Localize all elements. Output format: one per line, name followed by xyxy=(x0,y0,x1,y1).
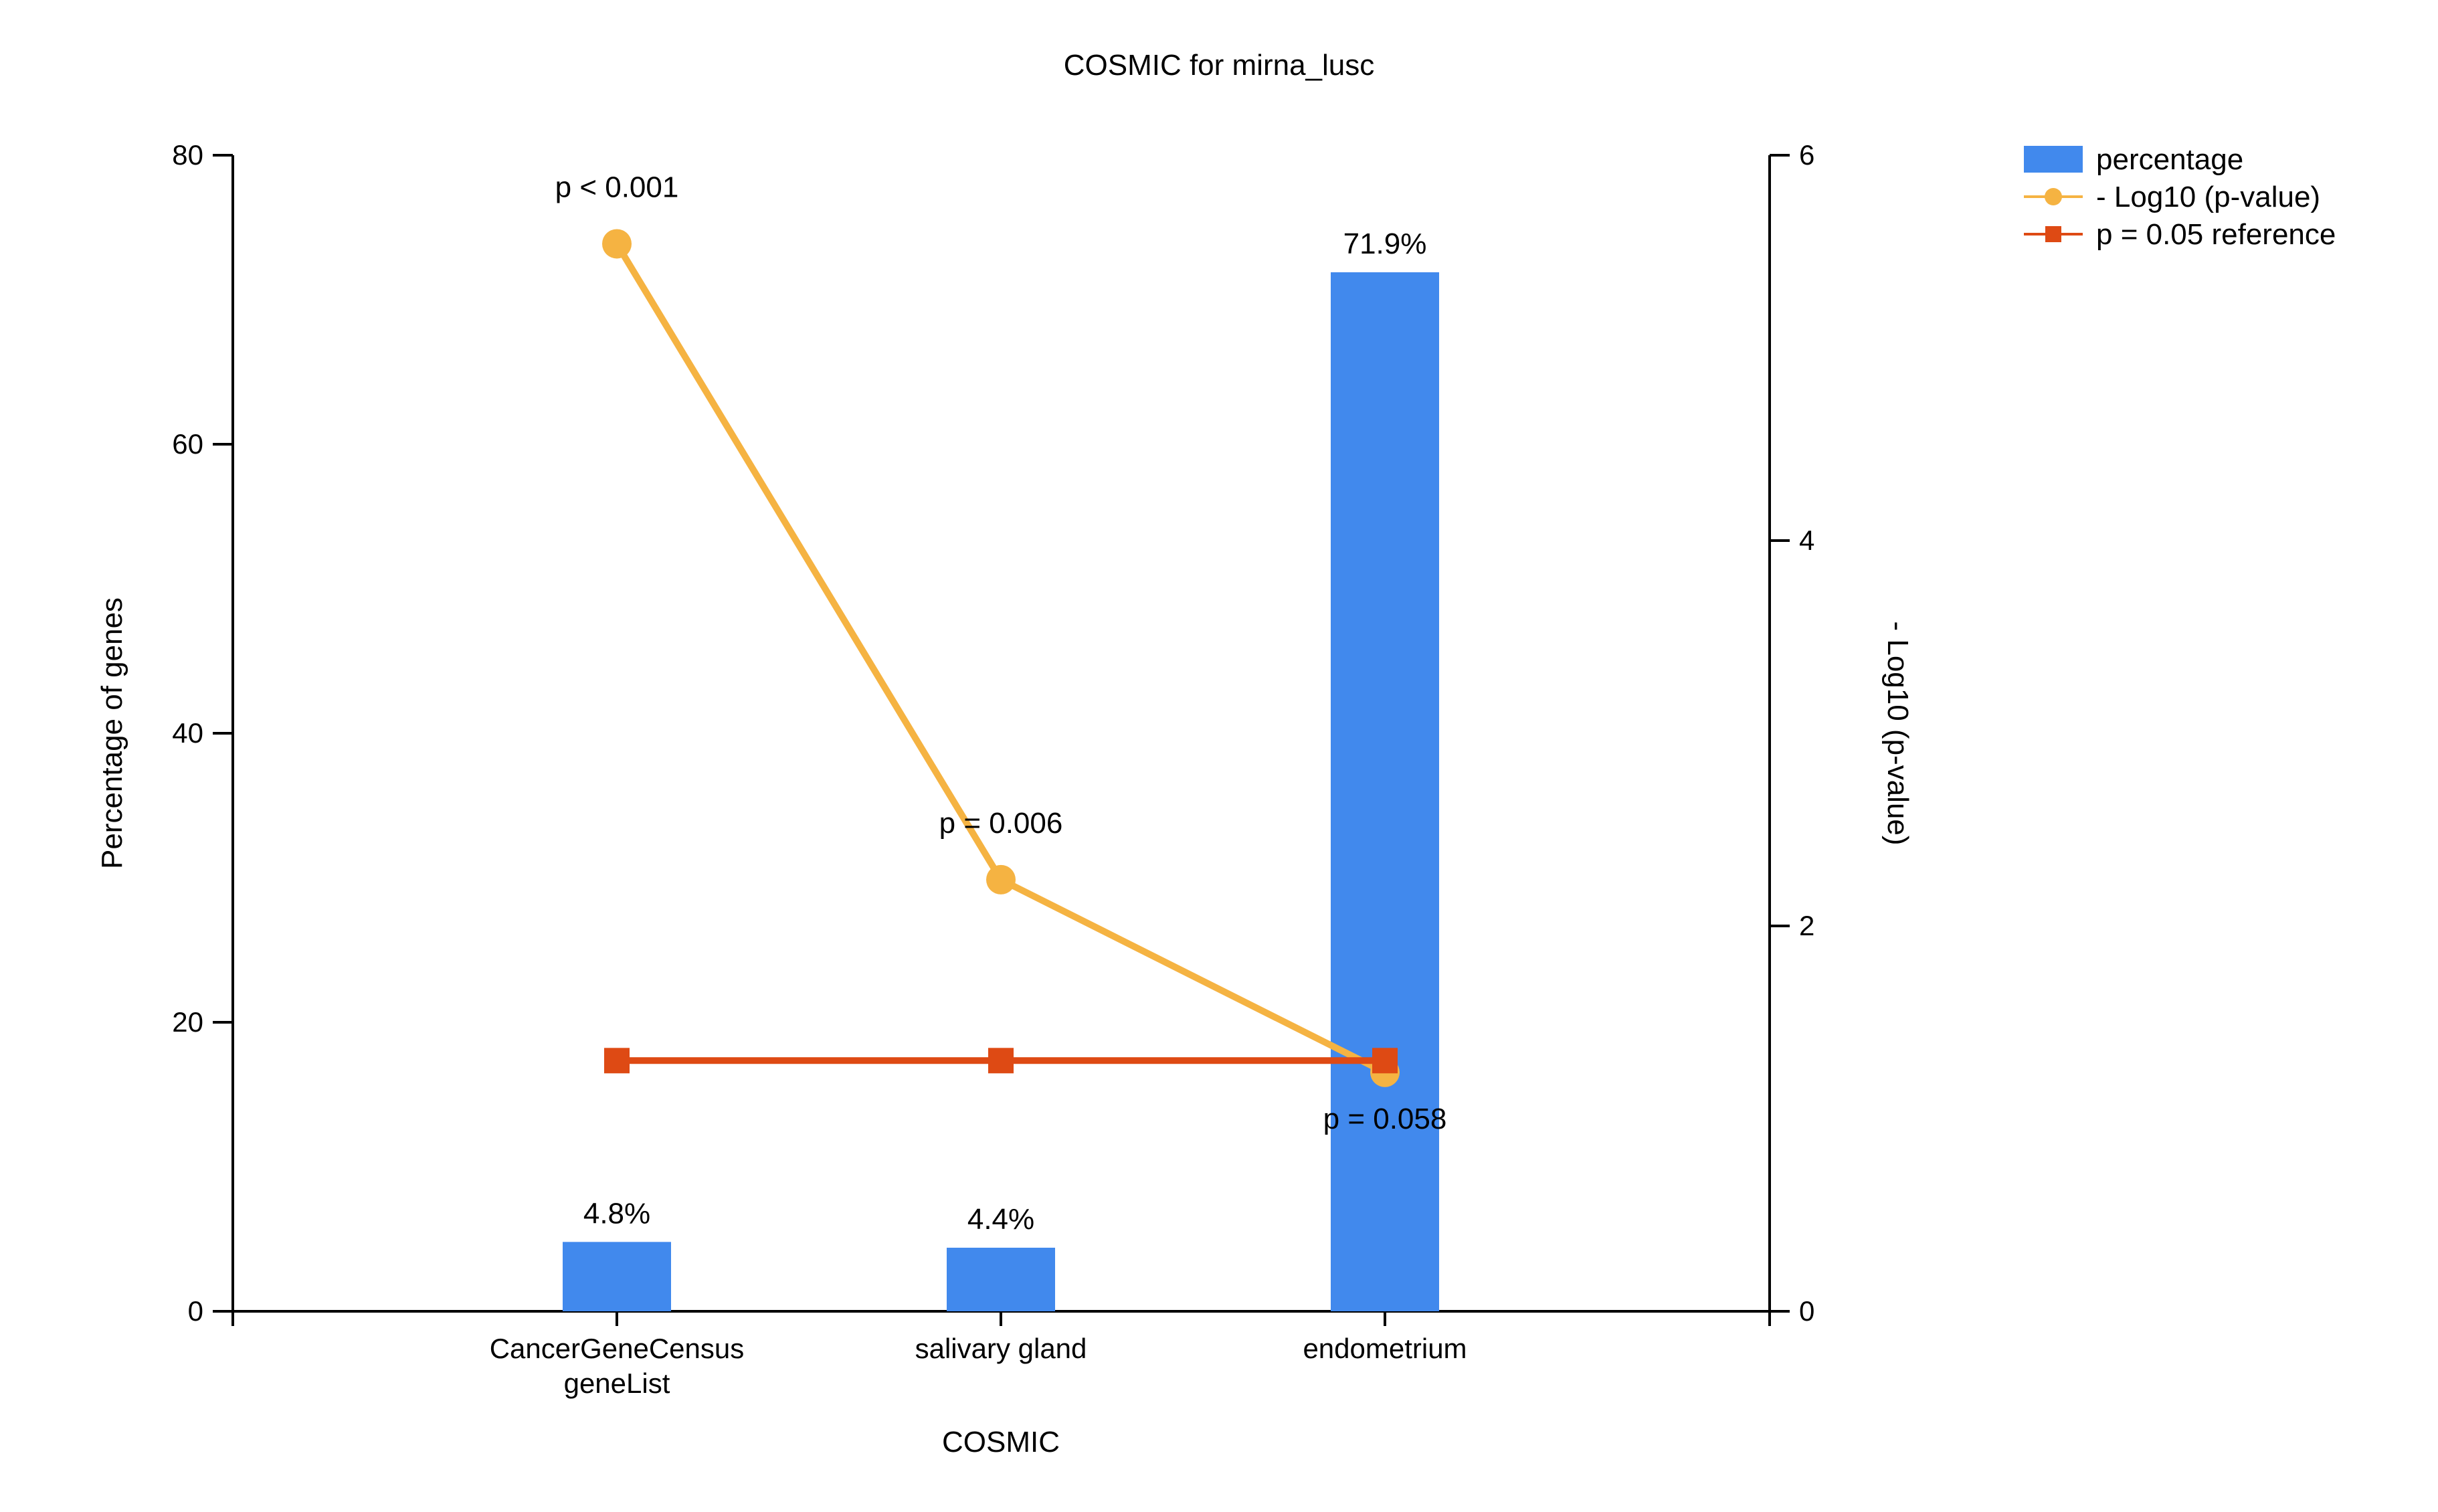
legend-swatch-pvalue-marker xyxy=(2045,188,2062,205)
bar-data-label: 4.4% xyxy=(967,1203,1034,1236)
pvalue-data-label: p = 0.006 xyxy=(939,807,1063,840)
y-axis-title: Percentage of genes xyxy=(96,597,128,869)
pvalue-data-label: p = 0.058 xyxy=(1323,1103,1447,1135)
x-tick-label: endometrium xyxy=(1303,1333,1467,1364)
pvalue-point xyxy=(602,229,632,259)
y-tick-label: 60 xyxy=(172,428,203,460)
lines xyxy=(602,229,1400,1087)
legend: percentage - Log10 (p-value) p = 0.05 refe… xyxy=(2024,143,2336,251)
y2-axis-title: - Log10 (p-value) xyxy=(1881,621,1914,845)
x-tick-label: CancerGeneCensus xyxy=(490,1333,745,1364)
bar-data-label: 71.9% xyxy=(1343,227,1427,260)
pvalue-point xyxy=(986,864,1016,894)
chart-title: COSMIC for mirna_lusc xyxy=(1064,49,1375,82)
legend-swatch-reference-marker xyxy=(2045,226,2061,242)
y2-tick-label: 0 xyxy=(1799,1295,1814,1327)
legend-label-pvalue: - Log10 (p-value) xyxy=(2096,181,2320,213)
y-tick-label: 20 xyxy=(172,1006,203,1038)
x-axis-title: COSMIC xyxy=(942,1426,1060,1458)
legend-swatch-percentage xyxy=(2024,146,2083,173)
y-tick-label: 40 xyxy=(172,717,203,749)
x-tick-label: geneList xyxy=(564,1367,670,1399)
y2-tick-label: 2 xyxy=(1799,910,1814,941)
pvalue-data-label: p < 0.001 xyxy=(555,171,679,203)
bar xyxy=(947,1247,1055,1311)
reference-point xyxy=(1372,1048,1398,1074)
legend-label-reference: p = 0.05 reference xyxy=(2096,218,2336,251)
data-labels: 4.8% 4.4% 71.9% p < 0.001 p = 0.006 p = 0.058 xyxy=(555,171,1447,1235)
x-tick-label: salivary gland xyxy=(915,1333,1087,1364)
y-tick-label: 80 xyxy=(172,139,203,171)
reference-point xyxy=(988,1048,1014,1074)
bar xyxy=(1331,272,1439,1312)
bars xyxy=(563,272,1439,1312)
y2-tick-label: 4 xyxy=(1799,525,1814,556)
bar-data-label: 4.8% xyxy=(583,1197,650,1230)
y-tick-label: 0 xyxy=(188,1295,203,1327)
reference-point xyxy=(604,1048,630,1074)
pvalue-line xyxy=(614,242,1387,1076)
y2-tick-label: 6 xyxy=(1799,139,1814,171)
legend-label-percentage: percentage xyxy=(2096,143,2243,176)
bar xyxy=(563,1242,671,1311)
